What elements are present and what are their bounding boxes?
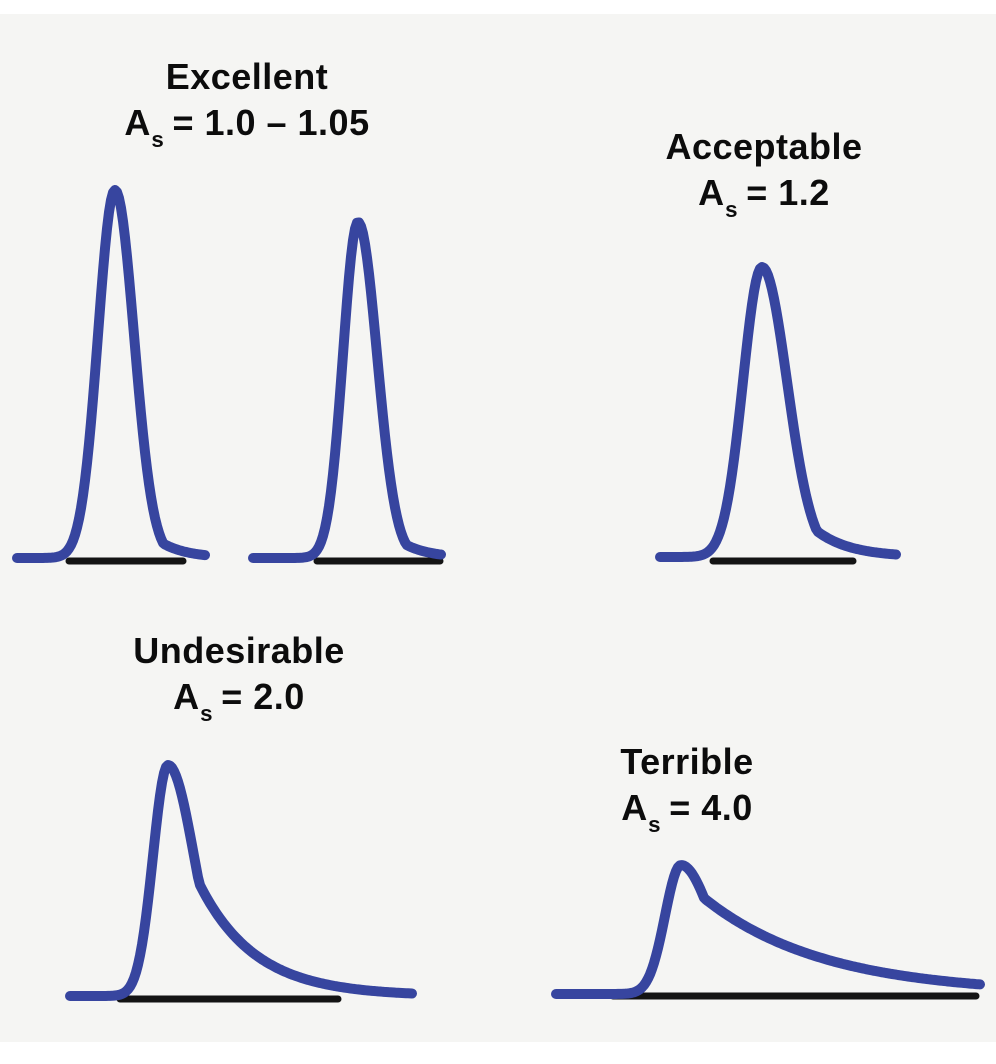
label-acceptable: Acceptable As = 1.2	[665, 124, 863, 221]
symbol-A: A	[173, 676, 200, 717]
label-terrible: Terrible As = 4.0	[620, 739, 754, 836]
quality-title-excellent: Excellent	[165, 56, 329, 97]
figure-panel	[0, 14, 996, 1042]
asymmetry-formula-excellent: As = 1.0 – 1.05	[124, 100, 370, 151]
symbol-subscript-s: s	[151, 127, 165, 153]
quality-title-acceptable: Acceptable	[665, 126, 863, 167]
peak-curve-excellent-2	[248, 217, 446, 563]
quality-title-undesirable: Undesirable	[133, 630, 345, 671]
symbol-subscript-s: s	[725, 197, 739, 223]
symbol-subscript-s: s	[648, 812, 662, 838]
asymmetry-value: = 1.0 – 1.05	[172, 102, 370, 143]
asymmetry-formula-undesirable: As = 2.0	[133, 674, 345, 725]
peak-curve-undesirable	[65, 760, 417, 1001]
symbol-subscript-s: s	[200, 701, 214, 727]
asymmetry-value: = 1.2	[746, 172, 830, 213]
label-excellent: Excellent As = 1.0 – 1.05	[124, 54, 370, 151]
symbol-A: A	[621, 787, 648, 828]
symbol-A: A	[698, 172, 725, 213]
peak-curve-excellent-1	[12, 185, 210, 563]
asymmetry-value: = 4.0	[669, 787, 753, 828]
peak-curve-terrible	[551, 860, 985, 999]
asymmetry-value: = 2.0	[221, 676, 305, 717]
peak-curve-acceptable	[655, 262, 901, 562]
label-undesirable: Undesirable As = 2.0	[133, 628, 345, 725]
quality-title-terrible: Terrible	[620, 741, 754, 782]
asymmetry-formula-acceptable: As = 1.2	[665, 170, 862, 221]
symbol-A: A	[124, 102, 151, 143]
asymmetry-formula-terrible: As = 4.0	[620, 785, 753, 836]
